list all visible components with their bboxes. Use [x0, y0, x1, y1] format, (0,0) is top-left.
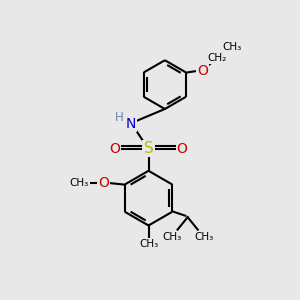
Text: CH₃: CH₃ — [69, 178, 89, 188]
Text: O: O — [110, 142, 120, 155]
Text: N: N — [125, 117, 136, 131]
Text: S: S — [144, 141, 153, 156]
Text: CH₃: CH₃ — [194, 232, 213, 242]
Text: O: O — [177, 142, 188, 155]
Text: O: O — [98, 176, 109, 190]
Text: CH₂: CH₂ — [208, 53, 227, 64]
Text: O: O — [197, 64, 208, 78]
Text: CH₃: CH₃ — [162, 232, 181, 242]
Text: CH₃: CH₃ — [139, 239, 158, 249]
Text: H: H — [115, 111, 124, 124]
Text: CH₃: CH₃ — [222, 42, 242, 52]
